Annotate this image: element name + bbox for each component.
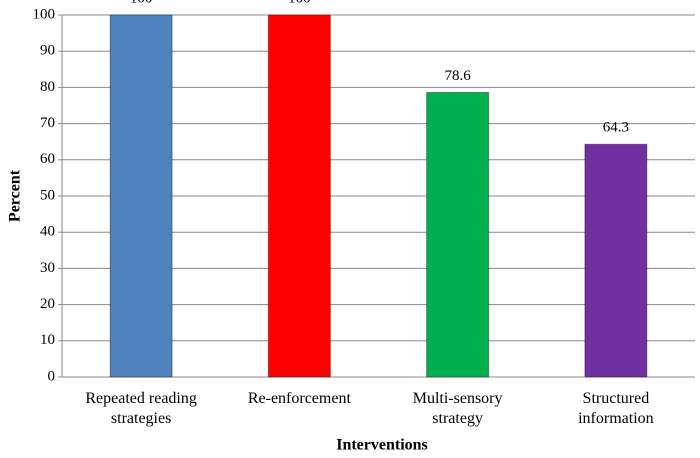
y-tick-label: 90 bbox=[40, 43, 55, 59]
y-axis-label: Percent bbox=[7, 169, 24, 222]
bar bbox=[267, 14, 331, 378]
x-tick-label: Re-enforcement bbox=[247, 390, 351, 407]
y-tick-label: 80 bbox=[40, 79, 55, 95]
x-tick-label: Repeated reading strategies bbox=[85, 390, 197, 427]
x-axis-label: Interventions bbox=[336, 437, 428, 454]
y-tick-label: 70 bbox=[40, 115, 55, 131]
y-tick-label: 50 bbox=[40, 187, 55, 203]
x-tick-label: Multi-sensory strategy bbox=[412, 390, 503, 427]
y-tick-label: 20 bbox=[40, 296, 55, 312]
y-tick-label: 30 bbox=[40, 260, 55, 276]
bar bbox=[109, 14, 173, 378]
data-label: 64.3 bbox=[603, 120, 629, 136]
y-tick-label: 40 bbox=[40, 224, 55, 240]
y-tick-label: 60 bbox=[40, 151, 55, 167]
y-tick-label: 100 bbox=[33, 6, 56, 22]
x-tick-label: Structured information bbox=[578, 390, 654, 427]
data-label: 100 bbox=[130, 0, 153, 6]
bar bbox=[584, 143, 648, 378]
y-tick-label: 10 bbox=[40, 332, 55, 348]
data-label: 78.6 bbox=[445, 68, 472, 84]
bar bbox=[426, 91, 490, 378]
y-tick-label: 0 bbox=[48, 368, 56, 384]
data-label: 100 bbox=[288, 0, 311, 6]
